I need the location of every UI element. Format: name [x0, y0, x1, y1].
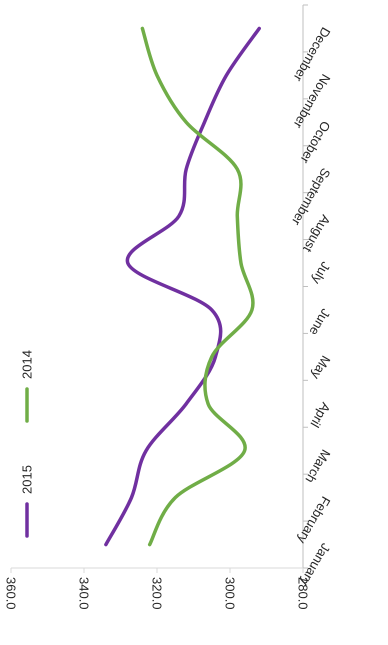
axes [10, 4, 308, 573]
value-tick-label: 340.0 [77, 577, 92, 610]
legend: 2015 2014 [20, 350, 35, 538]
series-layer [104, 26, 261, 547]
legend-label-2015: 2015 [20, 465, 35, 494]
category-label-february: February [294, 494, 333, 547]
value-tick-label: 360.0 [4, 577, 19, 610]
value-tick-label: 280.0 [296, 577, 311, 610]
series-line-2015 [104, 26, 261, 547]
value-tick-label: 320.0 [150, 577, 165, 610]
category-label-april: April [307, 400, 333, 430]
legend-label-2014: 2014 [20, 350, 35, 379]
category-label-may: May [308, 353, 334, 382]
labels: 280.0300.0320.0340.0360.0JanuaryFebruary… [4, 25, 334, 610]
value-tick-label: 300.0 [223, 577, 238, 610]
category-label-july: July [309, 259, 334, 287]
series-line-2014 [140, 26, 255, 547]
category-label-march: March [302, 447, 333, 486]
category-label-june: June [306, 306, 333, 338]
